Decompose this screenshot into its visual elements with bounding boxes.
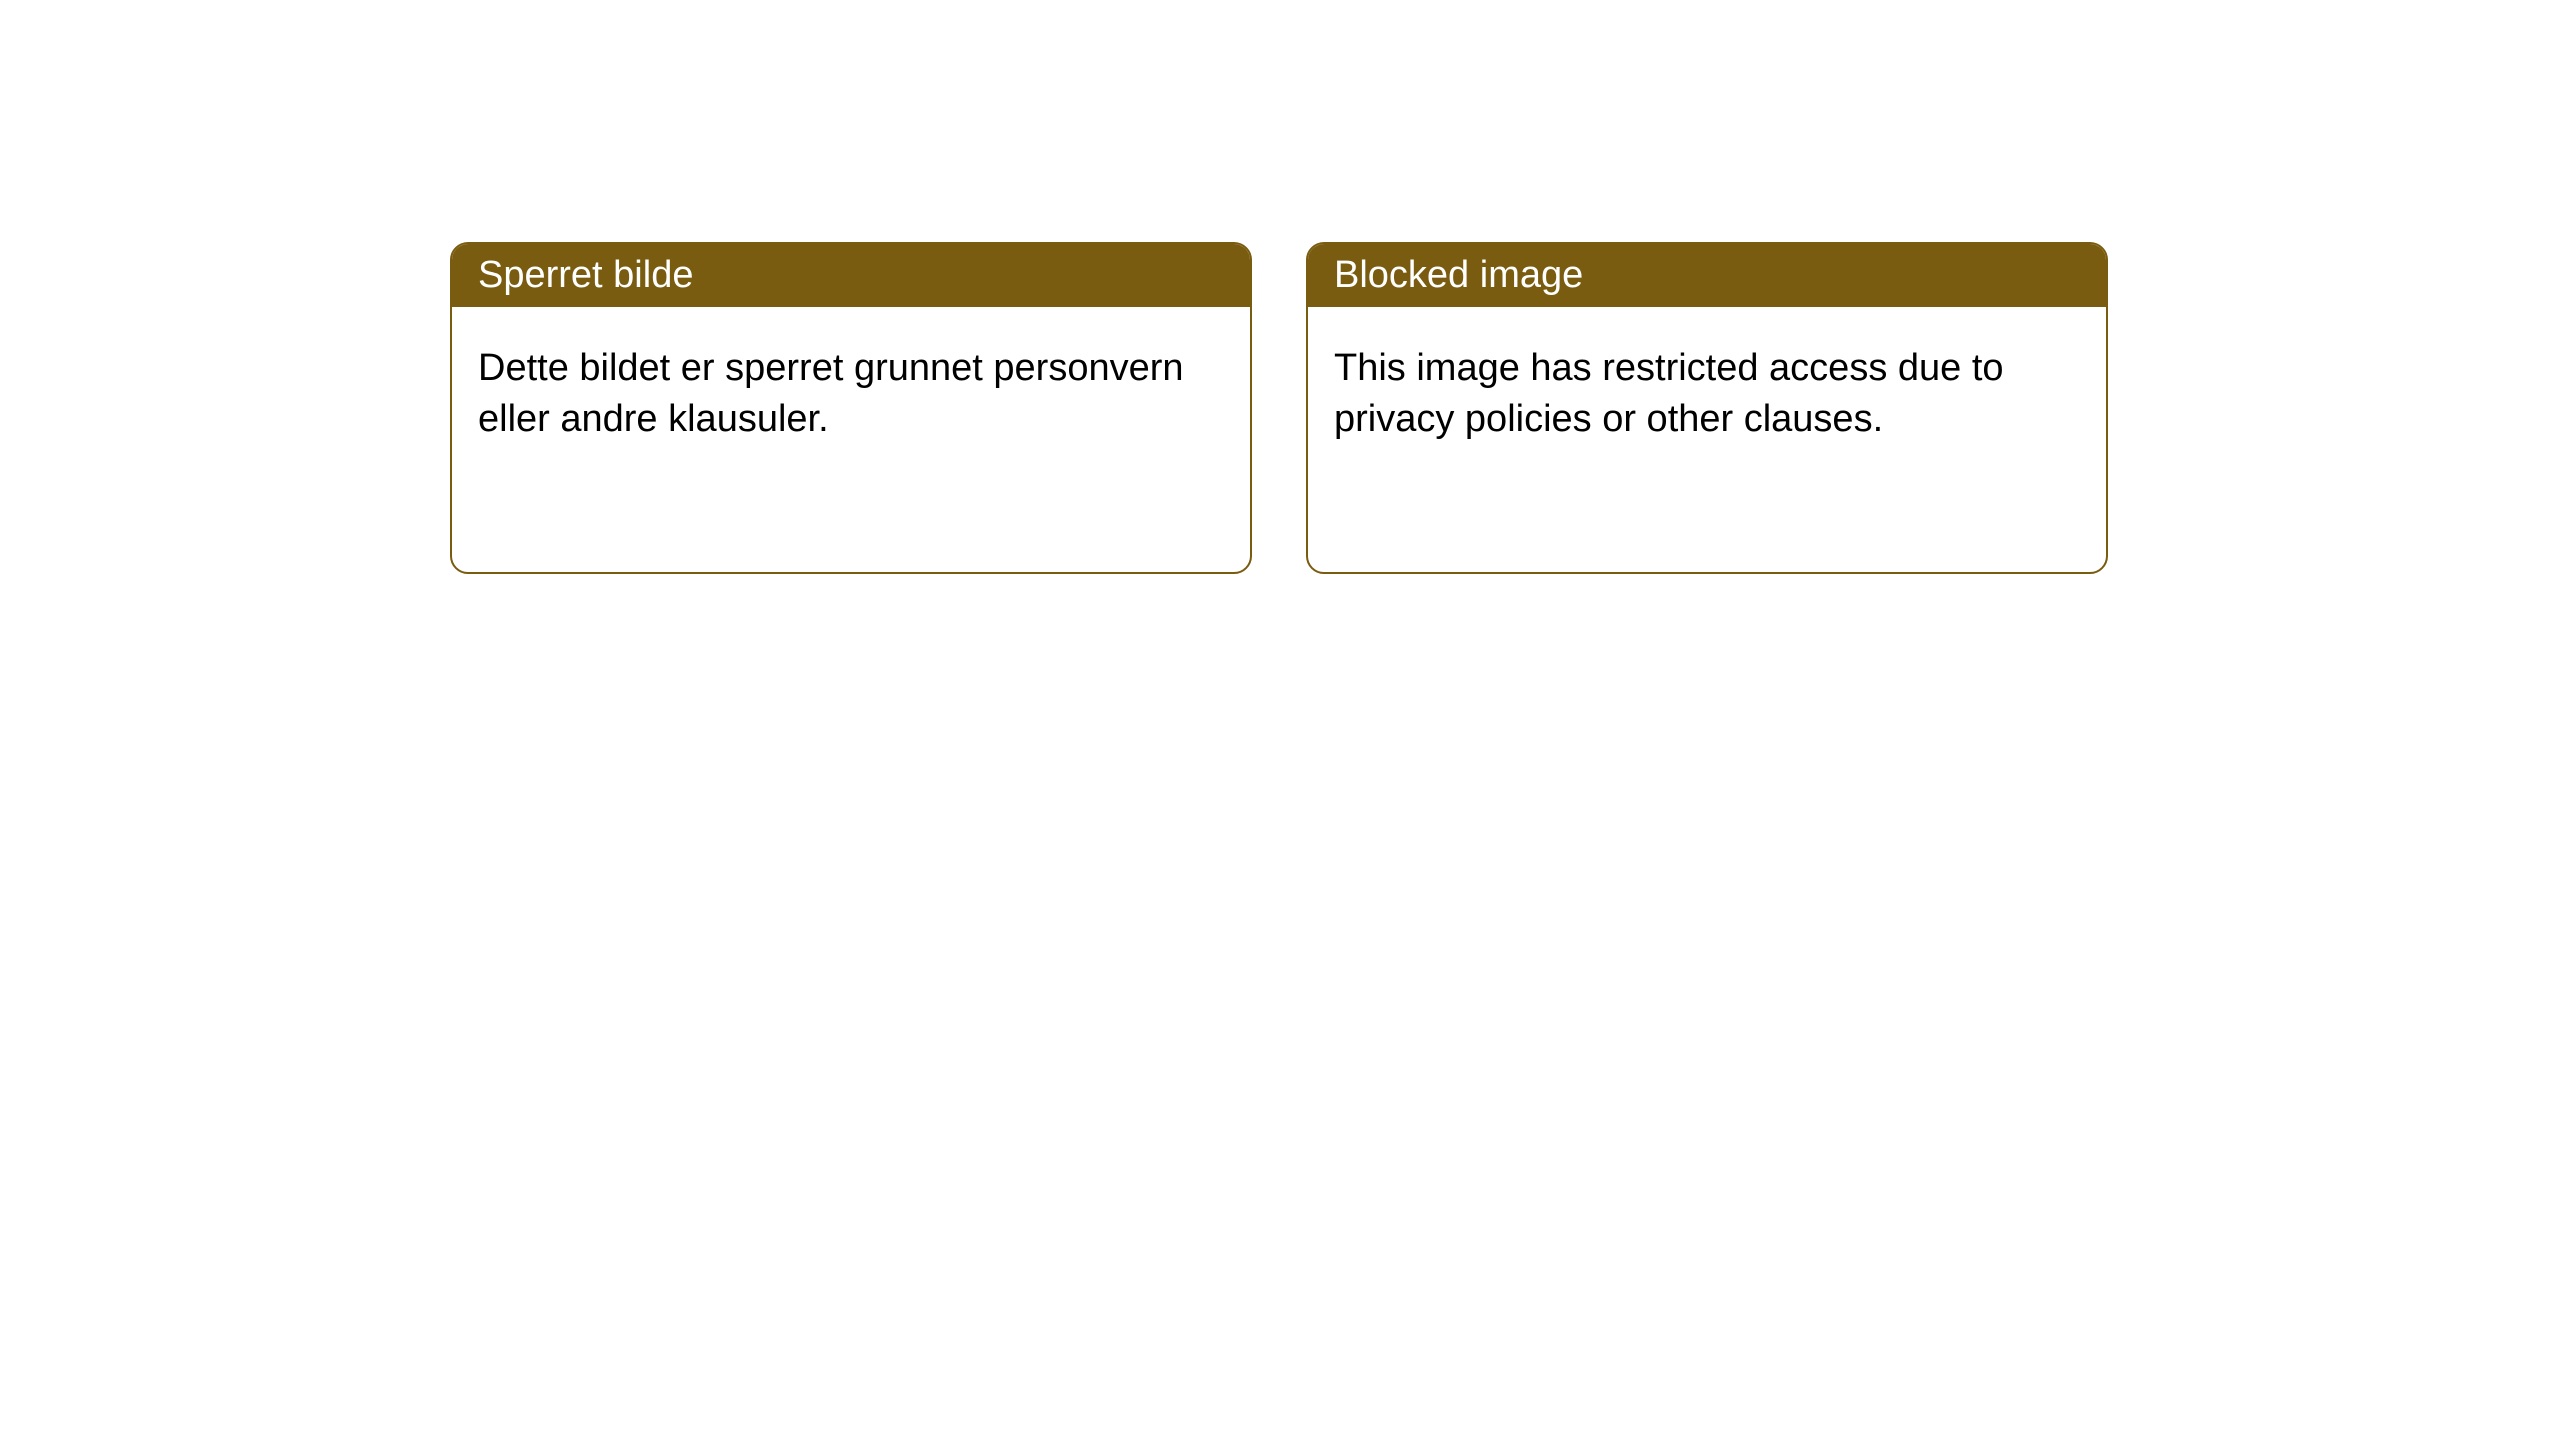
notice-container: Sperret bilde Dette bildet er sperret gr… [0, 0, 2560, 574]
notice-box-norwegian: Sperret bilde Dette bildet er sperret gr… [450, 242, 1252, 574]
notice-box-english: Blocked image This image has restricted … [1306, 242, 2108, 574]
notice-title: Blocked image [1308, 244, 2106, 307]
notice-body: Dette bildet er sperret grunnet personve… [452, 307, 1250, 482]
notice-body: This image has restricted access due to … [1308, 307, 2106, 482]
notice-title: Sperret bilde [452, 244, 1250, 307]
